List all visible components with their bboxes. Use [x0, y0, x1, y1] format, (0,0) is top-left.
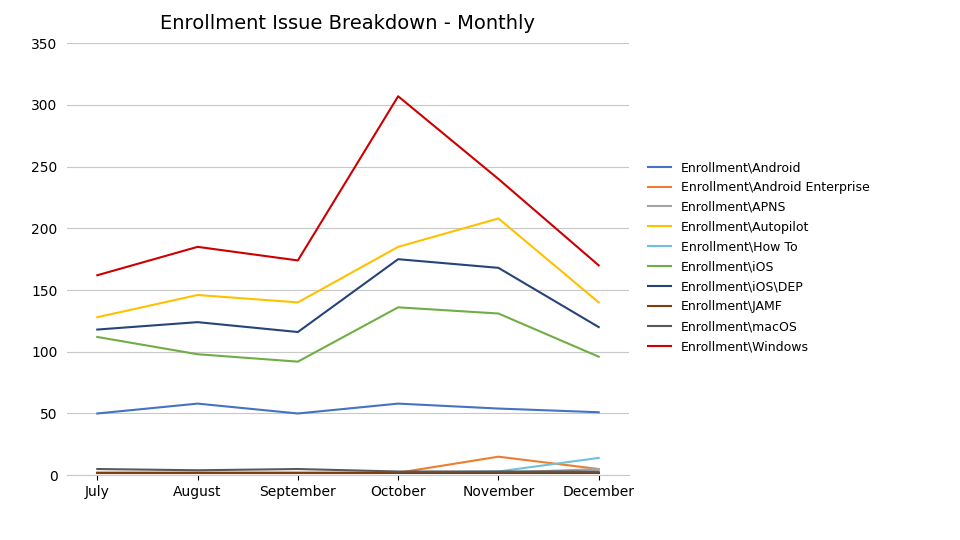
Enrollment\iOS: [192, 351, 204, 357]
Enrollment\Android: [91, 410, 103, 417]
Enrollment\How To: [492, 468, 504, 475]
Enrollment\Windows: [192, 244, 204, 250]
Enrollment\Autopilot: [292, 299, 303, 306]
Enrollment\How To: [91, 469, 103, 476]
Enrollment\iOS\DEP: [393, 256, 404, 262]
Enrollment\Windows: [593, 262, 605, 268]
Enrollment\Android: [393, 400, 404, 407]
Enrollment\iOS\DEP: [91, 326, 103, 333]
Line: Enrollment\iOS: Enrollment\iOS: [97, 307, 599, 362]
Enrollment\JAMF: [91, 469, 103, 476]
Enrollment\Android: [492, 406, 504, 412]
Enrollment\APNS: [91, 469, 103, 476]
Enrollment\JAMF: [192, 469, 204, 476]
Title: Enrollment Issue Breakdown - Monthly: Enrollment Issue Breakdown - Monthly: [160, 15, 536, 33]
Line: Enrollment\iOS\DEP: Enrollment\iOS\DEP: [97, 259, 599, 332]
Enrollment\macOS: [192, 467, 204, 474]
Enrollment\Android Enterprise: [593, 466, 605, 472]
Enrollment\JAMF: [393, 469, 404, 476]
Enrollment\JAMF: [292, 469, 303, 476]
Line: Enrollment\Windows: Enrollment\Windows: [97, 96, 599, 275]
Enrollment\How To: [593, 455, 605, 461]
Legend: Enrollment\Android, Enrollment\Android Enterprise, Enrollment\APNS, Enrollment\A: Enrollment\Android, Enrollment\Android E…: [645, 158, 874, 357]
Enrollment\macOS: [91, 466, 103, 472]
Enrollment\Windows: [292, 257, 303, 264]
Enrollment\Android: [192, 400, 204, 407]
Line: Enrollment\Android Enterprise: Enrollment\Android Enterprise: [97, 457, 599, 472]
Enrollment\Windows: [492, 176, 504, 182]
Enrollment\Autopilot: [393, 244, 404, 250]
Enrollment\Autopilot: [91, 314, 103, 320]
Enrollment\macOS: [492, 468, 504, 475]
Enrollment\macOS: [393, 468, 404, 475]
Enrollment\Android Enterprise: [393, 469, 404, 476]
Enrollment\macOS: [292, 466, 303, 472]
Enrollment\How To: [192, 469, 204, 476]
Line: Enrollment\How To: Enrollment\How To: [97, 458, 599, 472]
Line: Enrollment\APNS: Enrollment\APNS: [97, 469, 599, 472]
Enrollment\APNS: [292, 469, 303, 476]
Line: Enrollment\Android: Enrollment\Android: [97, 403, 599, 414]
Enrollment\iOS: [91, 334, 103, 340]
Enrollment\Android: [593, 409, 605, 415]
Enrollment\APNS: [192, 469, 204, 476]
Enrollment\iOS\DEP: [593, 324, 605, 330]
Enrollment\iOS: [593, 354, 605, 360]
Enrollment\APNS: [593, 466, 605, 472]
Enrollment\How To: [393, 469, 404, 476]
Line: Enrollment\macOS: Enrollment\macOS: [97, 469, 599, 471]
Enrollment\Windows: [393, 93, 404, 99]
Enrollment\Autopilot: [593, 299, 605, 306]
Enrollment\Windows: [91, 272, 103, 279]
Enrollment\Android Enterprise: [192, 469, 204, 476]
Enrollment\APNS: [393, 469, 404, 476]
Enrollment\Autopilot: [192, 292, 204, 298]
Enrollment\JAMF: [593, 469, 605, 476]
Line: Enrollment\Autopilot: Enrollment\Autopilot: [97, 219, 599, 317]
Enrollment\How To: [292, 469, 303, 476]
Enrollment\iOS\DEP: [492, 265, 504, 271]
Enrollment\Android Enterprise: [91, 469, 103, 476]
Enrollment\iOS\DEP: [192, 319, 204, 326]
Enrollment\Autopilot: [492, 215, 504, 222]
Enrollment\JAMF: [492, 469, 504, 476]
Enrollment\iOS\DEP: [292, 329, 303, 335]
Enrollment\Android: [292, 410, 303, 417]
Enrollment\macOS: [593, 468, 605, 475]
Enrollment\iOS: [292, 359, 303, 365]
Enrollment\iOS: [492, 310, 504, 317]
Enrollment\APNS: [492, 469, 504, 476]
Enrollment\Android Enterprise: [492, 454, 504, 460]
Enrollment\iOS: [393, 304, 404, 310]
Enrollment\Android Enterprise: [292, 469, 303, 476]
